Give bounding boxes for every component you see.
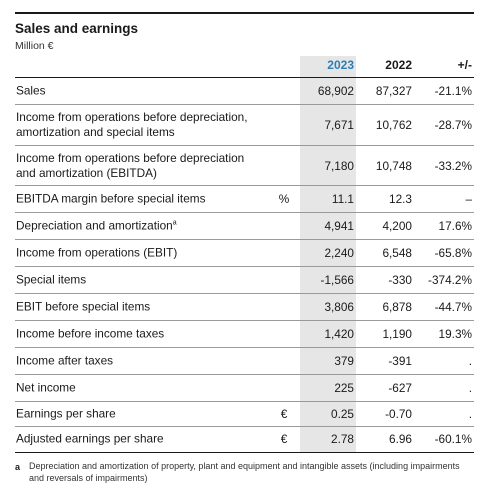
row-label: EBIT before special items	[16, 299, 151, 314]
value-change: -65.8%	[434, 246, 472, 260]
table-row: Net income 225 -627 .	[15, 375, 474, 402]
value-change: -374.2%	[428, 273, 472, 287]
value-2023: 11.1	[331, 192, 354, 206]
value-2023: 4,941	[324, 219, 354, 233]
value-2022: 1,190	[382, 327, 412, 341]
value-change: -33.2%	[434, 158, 472, 173]
value-change: –	[465, 192, 472, 206]
value-2022: -0.70	[385, 407, 412, 421]
value-2022: 10,762	[375, 118, 412, 132]
table-row: Income before income taxes 1,420 1,190 1…	[15, 321, 474, 348]
value-2023: 2.78	[331, 432, 354, 446]
value-2022: -391	[388, 354, 412, 368]
value-2023: 225	[334, 381, 354, 395]
header-rule	[15, 77, 474, 78]
table-row: Income from operations before depreciati…	[15, 146, 474, 186]
table-row: EBITDA margin before special items % 11.…	[15, 186, 474, 213]
footer-rule	[15, 452, 474, 453]
row-label: Income after taxes	[16, 353, 114, 368]
row-label: Sales	[16, 83, 46, 98]
value-change: .	[468, 407, 472, 421]
header-2022: 2022	[385, 58, 412, 72]
row-unit: €	[280, 432, 288, 446]
title-rule	[15, 12, 474, 14]
value-2022: -627	[388, 381, 412, 395]
value-2023: 1,420	[324, 327, 354, 341]
value-2023: -1,566	[320, 273, 354, 287]
table-row: Income from operations (EBIT) 2,240 6,54…	[15, 240, 474, 267]
row-label: Adjusted earnings per share	[16, 431, 164, 446]
value-change: -60.1%	[434, 432, 472, 446]
row-label: Depreciation and amortizationa	[16, 219, 177, 234]
value-change: -44.7%	[434, 300, 472, 314]
header-change: +/-	[457, 58, 472, 72]
value-2022: 12.3	[389, 192, 412, 206]
value-2023: 7,180	[324, 158, 354, 173]
table-row: Adjusted earnings per share € 2.78 6.96 …	[15, 427, 474, 451]
value-2023: 7,671	[324, 118, 354, 132]
value-2022: 6,548	[382, 246, 412, 260]
table-row: Income from operations before depreciati…	[15, 105, 474, 146]
row-label: Income from operations before depreciati…	[16, 150, 245, 180]
value-2023: 2,240	[324, 246, 354, 260]
value-2022: 6,878	[382, 300, 412, 314]
row-label: Earnings per share	[16, 406, 116, 421]
value-change: 19.3%	[438, 327, 472, 341]
row-label: Special items	[16, 272, 87, 287]
row-label-text: Depreciation and amortization	[16, 218, 173, 233]
row-label: Income from operations (EBIT)	[16, 245, 178, 260]
value-2022: 87,327	[375, 84, 412, 98]
footnote-text: Depreciation and amortization of propert…	[29, 461, 460, 483]
table-row: Special items -1,566 -330 -374.2%	[15, 267, 474, 294]
table-row: EBIT before special items 3,806 6,878 -4…	[15, 294, 474, 321]
row-label: Net income	[16, 380, 76, 395]
value-change: .	[468, 381, 472, 395]
footnote-ref: a	[172, 219, 177, 227]
table-title: Sales and earnings	[15, 21, 139, 36]
row-unit: €	[280, 407, 288, 421]
table-subtitle: Million €	[15, 40, 54, 52]
table-row: Sales 68,902 87,327 -21.1%	[15, 78, 474, 105]
row-unit: %	[278, 192, 290, 206]
value-2022: 6.96	[389, 432, 412, 446]
value-2022: 4,200	[382, 219, 412, 233]
row-label: Income before income taxes	[16, 326, 165, 341]
footnote-mark: a	[15, 462, 21, 472]
header-2023: 2023	[327, 58, 354, 72]
value-2022: 10,748	[375, 158, 412, 173]
table-row: Income after taxes 379 -391 .	[15, 348, 474, 375]
value-2023: 3,806	[324, 300, 354, 314]
value-2022: -330	[388, 273, 412, 287]
value-2023: 68,902	[317, 84, 354, 98]
value-change: -28.7%	[434, 118, 472, 132]
table-row: Depreciation and amortizationa 4,941 4,2…	[15, 213, 474, 240]
row-label: Income from operations before depreciati…	[16, 110, 248, 139]
value-2023: 0.25	[331, 407, 354, 421]
table-row: Earnings per share € 0.25 -0.70 .	[15, 402, 474, 427]
value-change: -21.1%	[434, 84, 472, 98]
column-2023-shading	[300, 56, 356, 452]
value-2023: 379	[334, 354, 354, 368]
value-change: .	[468, 354, 472, 368]
value-change: 17.6%	[438, 219, 472, 233]
row-label: EBITDA margin before special items	[16, 191, 206, 206]
